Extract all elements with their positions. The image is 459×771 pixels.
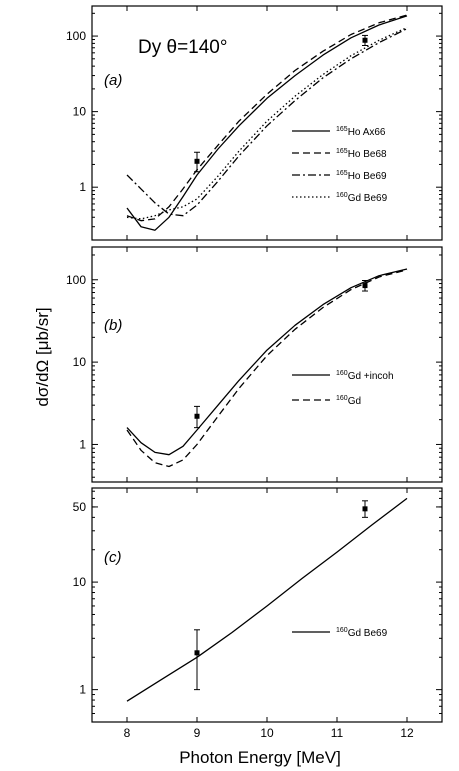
- data-point: [194, 158, 200, 164]
- panel-3: 8 9 10 11 12 1 10 50 (c) 160Gd Be69: [73, 487, 443, 740]
- legend-entry: 165Ho Ax66: [336, 126, 386, 138]
- y-tick-label: 100: [66, 273, 86, 287]
- x-tick-label: 10: [260, 726, 274, 740]
- y-tick-label: 10: [73, 575, 87, 589]
- data-point: [194, 650, 200, 656]
- x-axis-title: Photon Energy [MeV]: [179, 748, 341, 767]
- y-tick-label: 10: [73, 355, 87, 369]
- data-point: [362, 506, 368, 512]
- plot-frame: [91, 246, 443, 483]
- data-point: [194, 413, 200, 419]
- legend-entry: 160Gd Be69: [336, 627, 388, 639]
- data-point: [362, 283, 368, 289]
- chart-title: Dy θ=140°: [138, 37, 227, 58]
- legend-entry: 165Ho Be68: [336, 148, 387, 160]
- x-tick-label: 11: [331, 726, 344, 740]
- panel-1: 1 10 100 (a) Dy θ=140° 165Ho Ax66 165Ho Be68 16…: [66, 5, 443, 241]
- y-tick-label: 100: [66, 29, 86, 43]
- legend-entry: 160Gd: [336, 395, 361, 407]
- x-tick-label: 12: [400, 726, 414, 740]
- legend-entry: 165Ho Be69: [336, 170, 387, 182]
- y-tick-label: 1: [79, 437, 86, 451]
- x-tick-label: 9: [194, 726, 201, 740]
- panel-label: (c): [104, 549, 122, 566]
- x-tick-label: 8: [124, 726, 131, 740]
- data-point: [362, 37, 368, 43]
- y-axis-title: dσ/dΩ [μb/sr]: [33, 307, 52, 406]
- plot-frame: [91, 487, 443, 723]
- y-tick-label: 1: [79, 683, 86, 697]
- legend-entry: 160Gd +incoh: [336, 370, 394, 382]
- series-line-1: [126, 15, 408, 231]
- y-tick-label: 1: [79, 180, 86, 194]
- y-tick-label: 50: [73, 500, 87, 514]
- panel-label: (a): [104, 72, 122, 89]
- series-line-1: [126, 268, 408, 456]
- series-line-2: [126, 269, 408, 468]
- panel-label: (b): [104, 317, 122, 334]
- y-tick-label: 10: [73, 105, 87, 119]
- series-line-4: [126, 26, 408, 220]
- panel-2: 1 10 100 (b) 160Gd +incoh 160Gd: [66, 246, 443, 483]
- series-line-1: [126, 497, 408, 702]
- legend-entry: 160Gd Be69: [336, 192, 388, 204]
